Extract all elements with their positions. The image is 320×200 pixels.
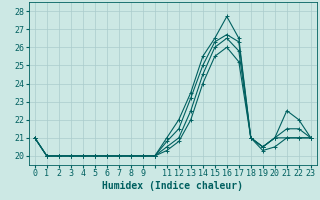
- X-axis label: Humidex (Indice chaleur): Humidex (Indice chaleur): [102, 181, 243, 191]
